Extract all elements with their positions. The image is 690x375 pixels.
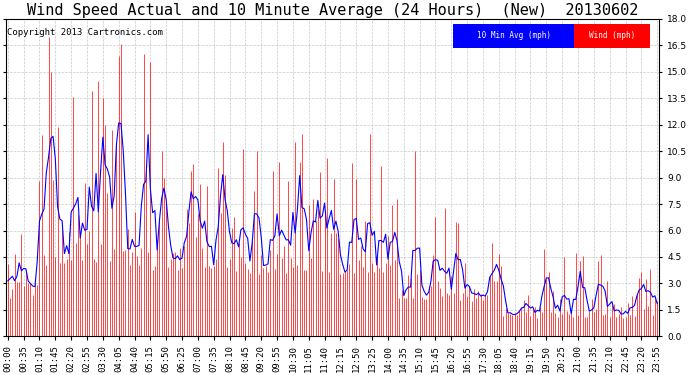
Bar bbox=[453, 24, 575, 48]
Bar bbox=[575, 24, 650, 48]
Text: Wind (mph): Wind (mph) bbox=[589, 31, 635, 40]
Text: Copyright 2013 Cartronics.com: Copyright 2013 Cartronics.com bbox=[7, 28, 163, 38]
Text: 10 Min Avg (mph): 10 Min Avg (mph) bbox=[477, 31, 551, 40]
Title: Wind Speed Actual and 10 Minute Average (24 Hours)  (New)  20130602: Wind Speed Actual and 10 Minute Average … bbox=[27, 3, 638, 18]
